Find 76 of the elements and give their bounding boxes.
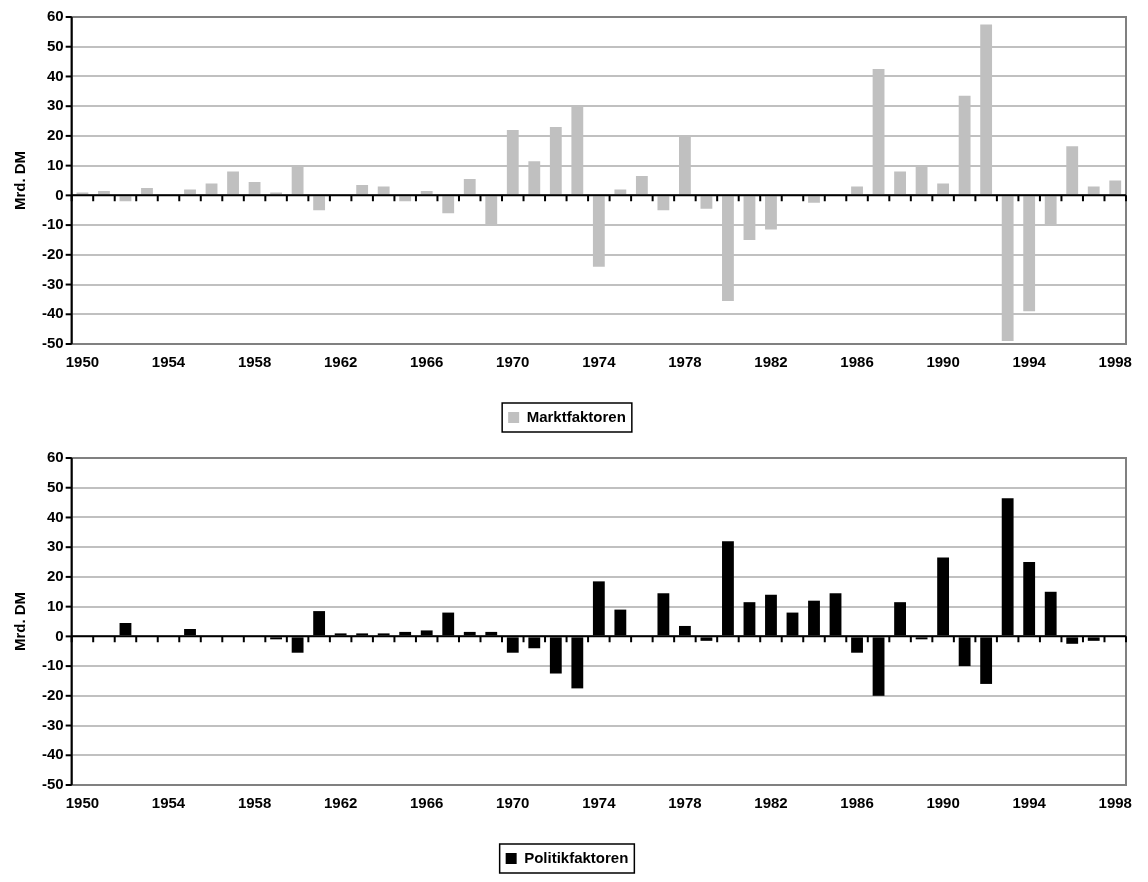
x-tick-label: 1954 [151, 794, 186, 812]
x-tick-label: 1990 [926, 353, 960, 371]
y-tick-label: 50 [46, 477, 64, 495]
legend-label: Marktfaktoren [526, 407, 626, 425]
y-tick-label: 0 [55, 185, 64, 203]
bar [248, 181, 261, 195]
bar [227, 171, 239, 195]
x-tick-label: 1954 [151, 353, 186, 371]
x-tick-label: 1994 [1012, 353, 1047, 371]
y-tick-label: -40 [41, 304, 64, 322]
bar [377, 186, 390, 195]
x-tick-label: 1958 [237, 794, 272, 812]
y-tick-label: -10 [41, 656, 64, 674]
y-tick-label: 40 [46, 66, 64, 84]
bar [184, 189, 196, 195]
y-tick-label: 30 [46, 96, 64, 114]
y-tick-label: 20 [46, 126, 64, 144]
y-axis-title: Mrd. DM [11, 591, 29, 652]
bar [808, 196, 820, 203]
bar [937, 183, 950, 195]
bar [313, 196, 326, 211]
x-tick-label: 1966 [410, 353, 444, 371]
y-tick-label: -50 [41, 775, 64, 793]
bar [1109, 180, 1122, 195]
x-tick-label: 1974 [582, 794, 617, 812]
y-tick-label: 0 [55, 626, 64, 644]
bar [894, 171, 906, 195]
y-tick-label: 60 [46, 7, 64, 25]
y-tick-label: 40 [46, 507, 64, 525]
y-tick-label: 20 [46, 567, 64, 585]
x-tick-label: 1962 [323, 353, 358, 371]
bar [614, 189, 627, 195]
bar [119, 196, 132, 202]
y-tick-label: -20 [41, 685, 64, 703]
x-tick-label: 1970 [496, 353, 530, 371]
y-tick-label: 30 [46, 537, 64, 555]
bar [141, 187, 153, 195]
bar [635, 176, 648, 195]
legend-label: Politikfaktoren [524, 848, 629, 866]
bar [205, 183, 218, 195]
bar [356, 184, 369, 195]
x-tick-label: 1978 [668, 353, 702, 371]
x-tick-label: 1958 [237, 353, 272, 371]
bar [463, 179, 476, 195]
x-tick-label: 1994 [1012, 794, 1047, 812]
x-tick-label: 1986 [840, 794, 874, 812]
y-tick-label: -20 [41, 244, 64, 262]
x-tick-label: 1998 [1098, 353, 1132, 371]
x-tick-label: 1962 [323, 794, 358, 812]
x-tick-label: 1986 [840, 353, 874, 371]
y-tick-label: -40 [41, 745, 64, 763]
y-tick-label: 60 [46, 448, 64, 466]
y-tick-label: -10 [41, 215, 64, 233]
bar [700, 196, 713, 209]
bar [657, 196, 670, 211]
y-tick-label: 10 [46, 596, 64, 614]
y-tick-label: -30 [41, 715, 64, 733]
x-tick-label: 1966 [410, 794, 444, 812]
y-tick-label: 10 [46, 155, 64, 173]
x-tick-label: 1998 [1098, 794, 1132, 812]
y-tick-label: -30 [41, 274, 64, 292]
bar [1087, 186, 1100, 195]
bar [442, 196, 455, 214]
x-tick-label: 1974 [582, 353, 617, 371]
x-tick-label: 1950 [65, 794, 100, 812]
y-tick-label: 50 [46, 36, 64, 54]
y-axis-title: Mrd. DM [11, 150, 29, 211]
bar [851, 186, 863, 195]
x-tick-label: 1990 [926, 794, 960, 812]
x-tick-label: 1950 [65, 353, 100, 371]
bar [399, 196, 412, 202]
x-tick-label: 1970 [496, 794, 530, 812]
y-tick-label: -50 [41, 334, 64, 352]
x-tick-label: 1982 [754, 353, 788, 371]
x-tick-label: 1978 [668, 794, 702, 812]
x-tick-label: 1982 [754, 794, 788, 812]
